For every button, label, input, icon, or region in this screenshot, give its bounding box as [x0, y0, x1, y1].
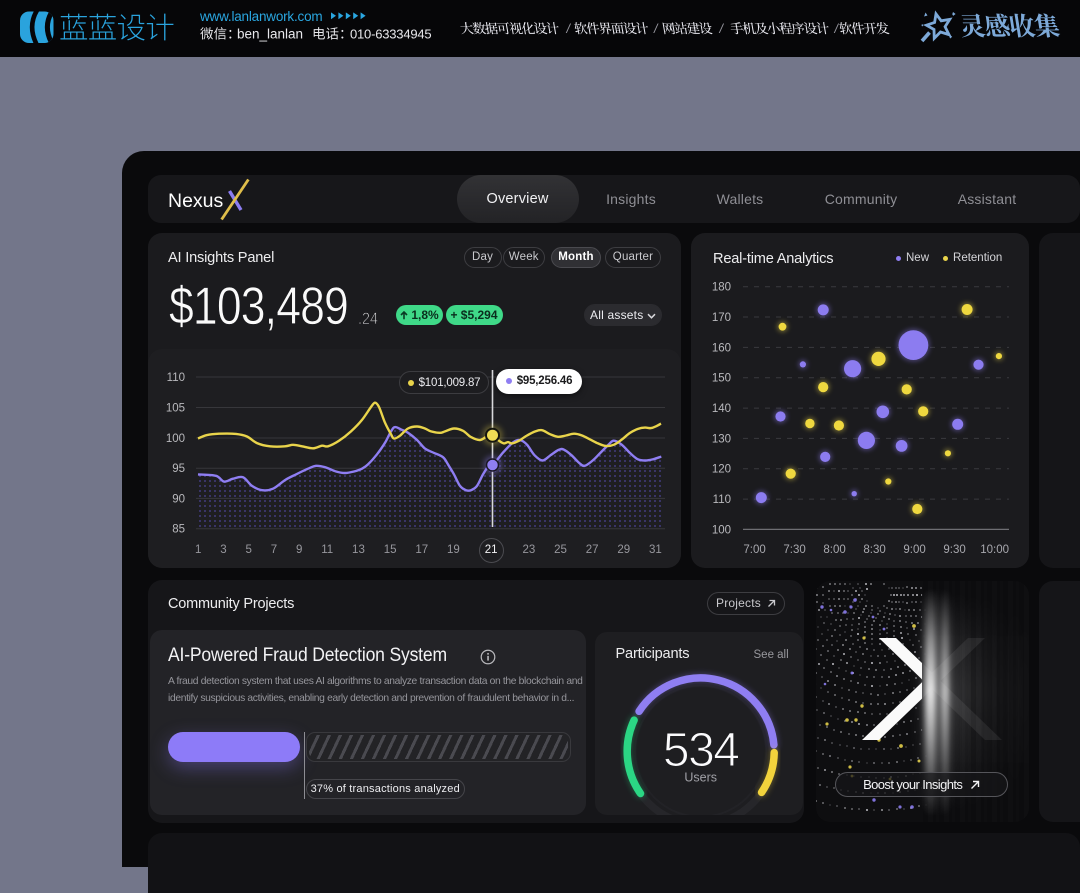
svg-text:180: 180: [712, 282, 731, 294]
svg-text:534: 534: [662, 724, 738, 777]
svg-text:160: 160: [712, 342, 731, 354]
svg-text:85: 85: [172, 524, 185, 536]
svg-text:010-63334945: 010-63334945: [350, 27, 431, 42]
svg-text:Users: Users: [684, 770, 717, 784]
svg-text:170: 170: [712, 312, 731, 324]
svg-text:/: /: [834, 22, 840, 36]
svg-text:110: 110: [713, 494, 731, 506]
svg-text:www.lanlanwork.com: www.lanlanwork.com: [199, 9, 322, 24]
svg-text:95: 95: [172, 463, 185, 475]
svg-text:140: 140: [712, 403, 731, 415]
svg-text:100: 100: [712, 524, 731, 536]
svg-text:9:30: 9:30: [943, 544, 965, 556]
svg-text:/: /: [719, 22, 725, 36]
svg-text:130: 130: [712, 433, 731, 445]
svg-text:90: 90: [172, 493, 185, 505]
svg-text:ben_lanlan: ben_lanlan: [237, 27, 303, 42]
svg-text:/: /: [653, 22, 659, 36]
svg-text:105: 105: [166, 403, 185, 415]
svg-text:150: 150: [712, 373, 731, 385]
svg-text:100: 100: [166, 433, 185, 445]
svg-text:8:30: 8:30: [863, 544, 885, 556]
svg-text:7:30: 7:30: [783, 544, 805, 556]
svg-text:110: 110: [167, 372, 185, 384]
svg-text:120: 120: [712, 464, 731, 476]
svg-text:7:00: 7:00: [743, 544, 765, 556]
svg-text:/: /: [566, 22, 572, 36]
svg-text:10:00: 10:00: [980, 544, 1009, 556]
svg-text:Nexus: Nexus: [168, 190, 224, 212]
svg-text:8:00: 8:00: [823, 544, 845, 556]
svg-text:9:00: 9:00: [903, 544, 925, 556]
